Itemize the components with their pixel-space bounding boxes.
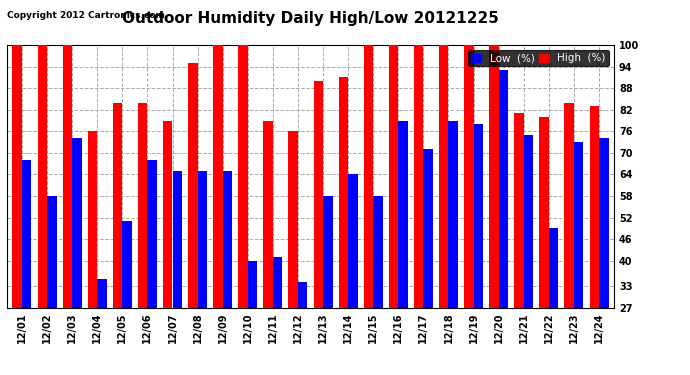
Bar [364,45,373,375]
Bar [448,120,458,375]
Bar [248,261,257,375]
Bar [37,45,47,375]
Bar [414,45,424,375]
Bar [63,45,72,375]
Bar [464,45,473,375]
Bar [549,228,558,375]
Bar [373,196,383,375]
Bar [72,138,81,375]
Bar [388,45,398,375]
Bar [22,160,32,375]
Bar [323,196,333,375]
Bar [339,77,348,375]
Bar [288,131,298,375]
Bar [148,160,157,375]
Bar [499,70,509,375]
Bar [122,221,132,375]
Bar [313,81,323,375]
Bar [574,142,584,375]
Bar [348,174,357,375]
Bar [213,45,223,375]
Bar [163,120,172,375]
Bar [12,45,22,375]
Bar [599,138,609,375]
Bar [564,102,574,375]
Bar [223,171,233,375]
Bar [264,120,273,375]
Bar [424,149,433,375]
Text: Copyright 2012 Cartronics.com: Copyright 2012 Cartronics.com [7,11,165,20]
Bar [298,282,308,375]
Text: Outdoor Humidity Daily High/Low 20121225: Outdoor Humidity Daily High/Low 20121225 [122,11,499,26]
Bar [489,45,499,375]
Bar [188,63,197,375]
Bar [112,102,122,375]
Bar [589,106,599,375]
Bar [172,171,182,375]
Bar [238,45,248,375]
Bar [524,135,533,375]
Bar [97,279,107,375]
Bar [88,131,97,375]
Bar [47,196,57,375]
Bar [398,120,408,375]
Legend: Low  (%), High  (%): Low (%), High (%) [468,50,609,66]
Bar [273,257,282,375]
Bar [540,117,549,375]
Bar [473,124,483,375]
Bar [138,102,148,375]
Bar [514,113,524,375]
Bar [197,171,207,375]
Bar [439,45,449,375]
